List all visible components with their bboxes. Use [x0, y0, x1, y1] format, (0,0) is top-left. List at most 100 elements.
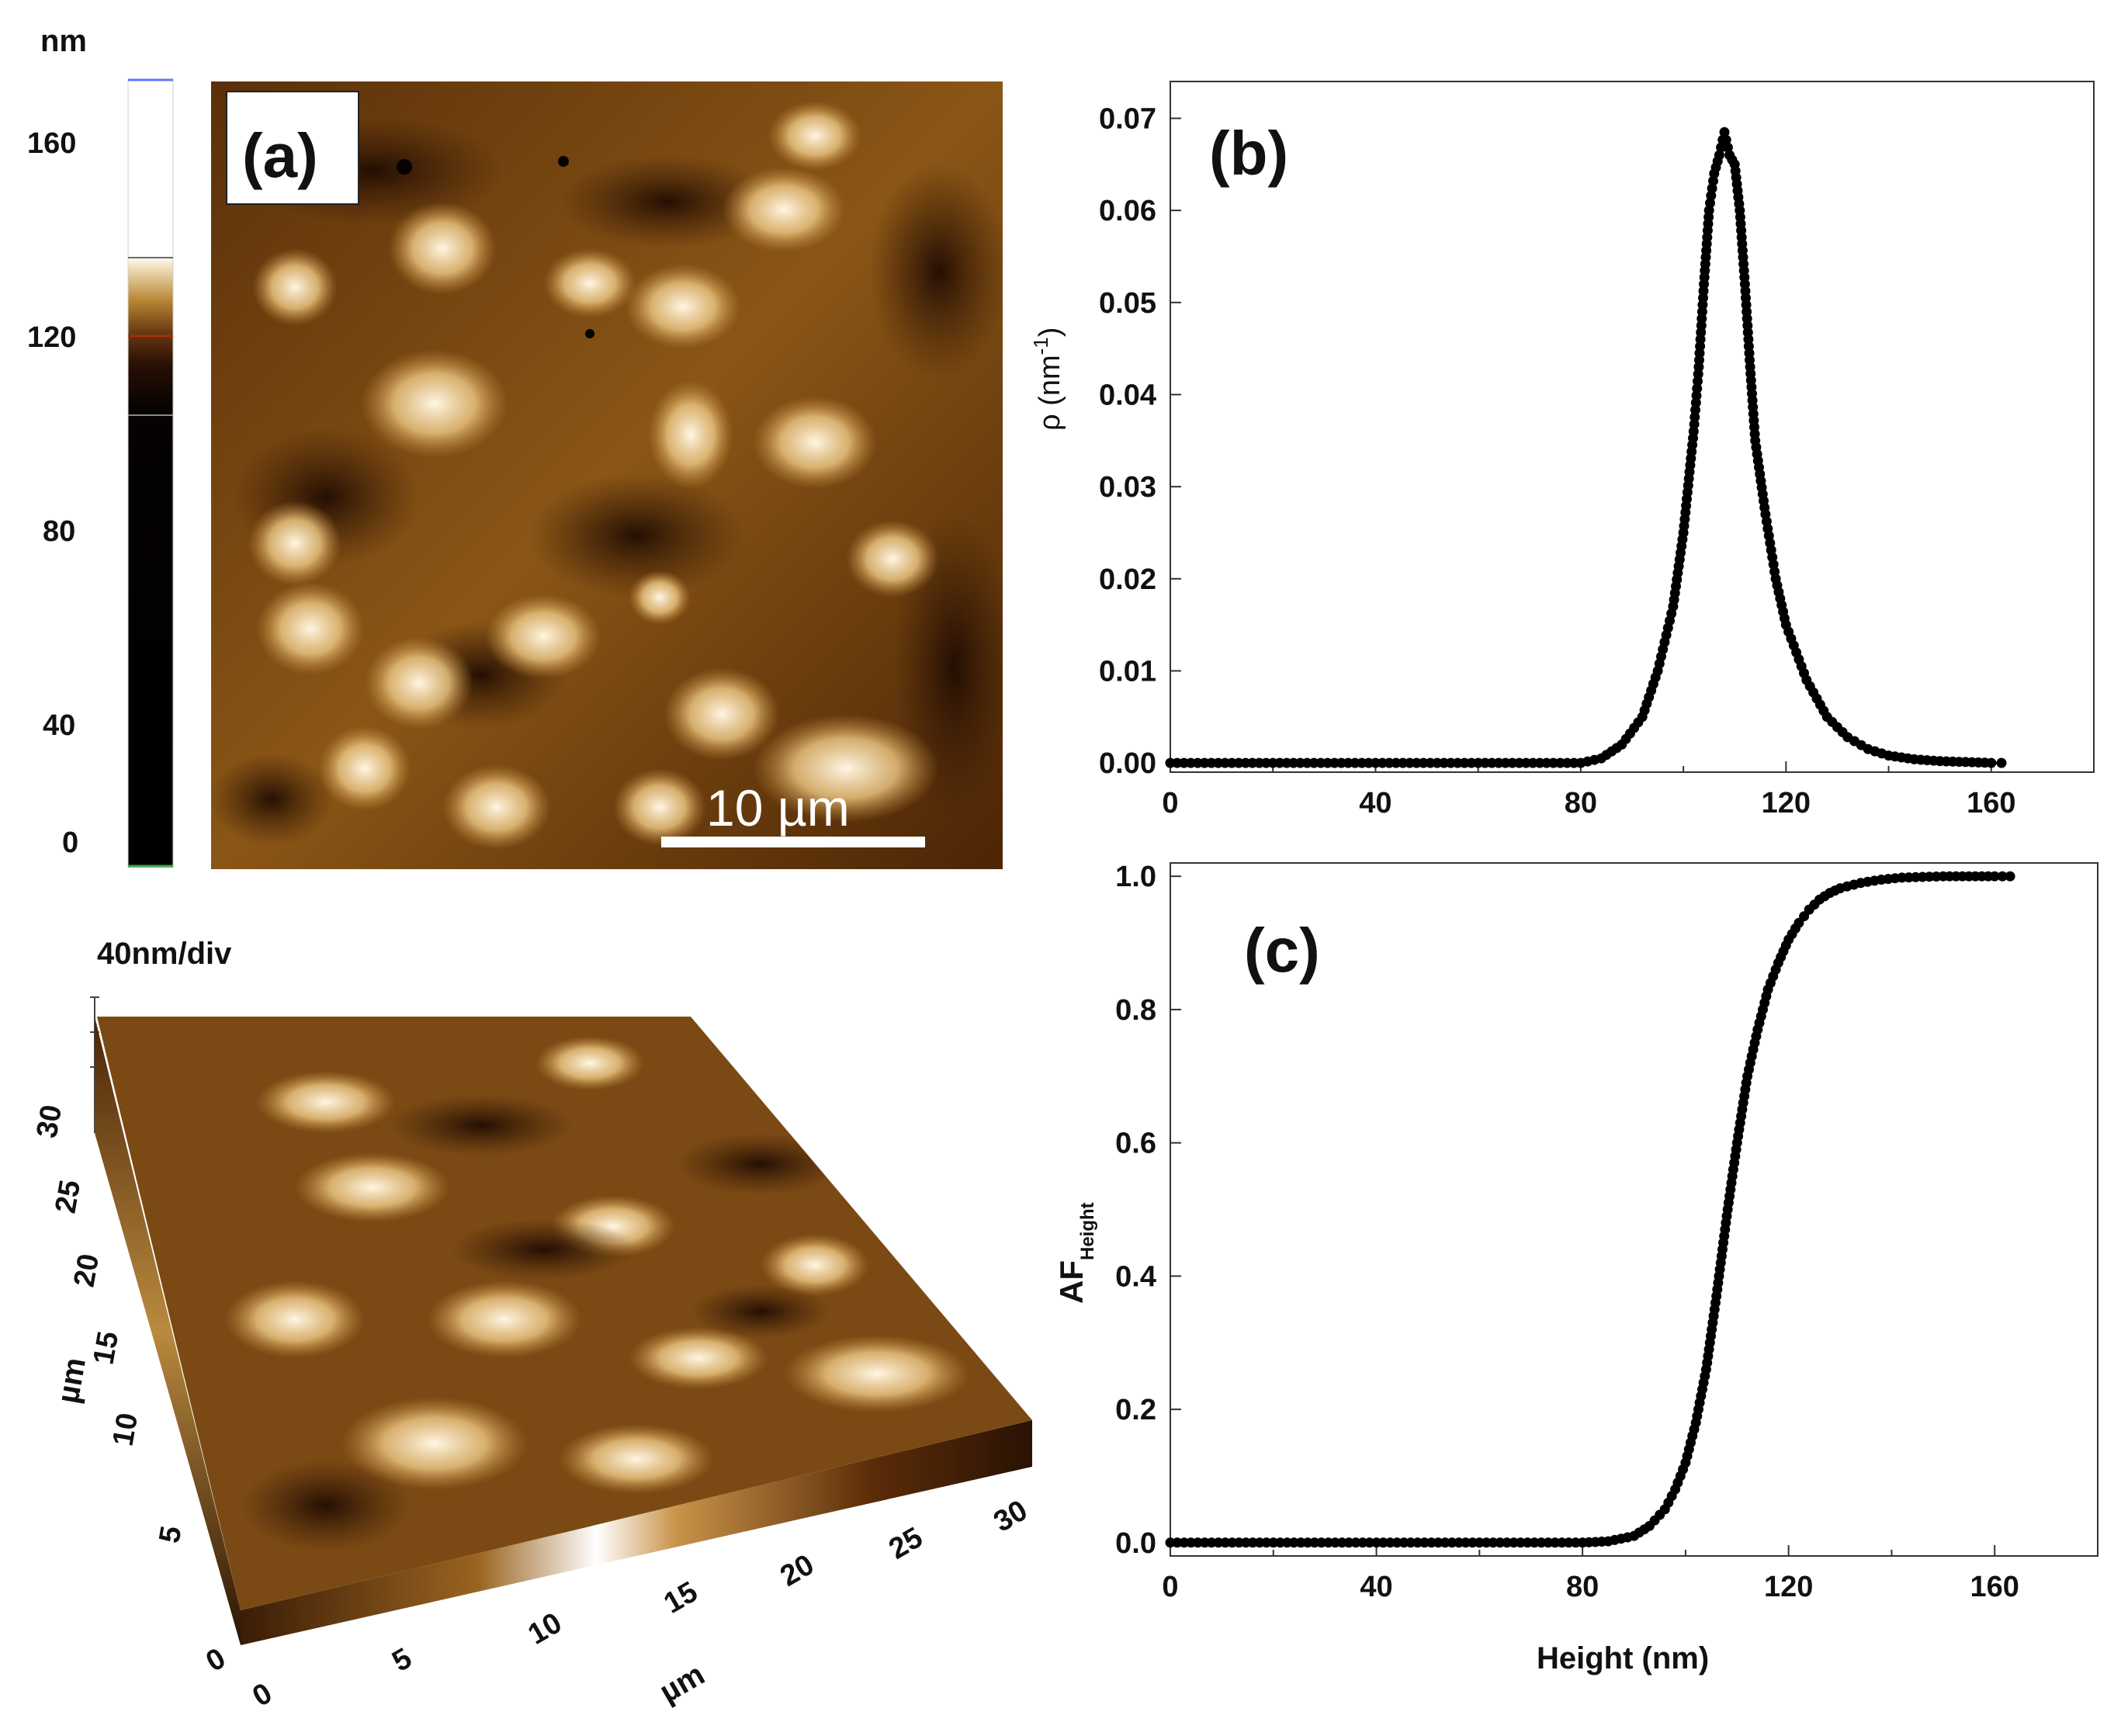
- colorbar-gradient: [127, 79, 174, 868]
- 3d-y-tick: 5: [154, 1523, 189, 1545]
- data-point: [1474, 1537, 1485, 1548]
- data-point: [1722, 142, 1733, 153]
- y-tick-label: 0.2: [1115, 1394, 1156, 1426]
- scale-bar-label: 10 µm: [706, 779, 850, 837]
- 3d-y-tick: 10: [107, 1411, 145, 1449]
- chart-b-panel-label: (b): [1209, 119, 1288, 188]
- x-tick-label: 160: [1970, 1571, 2019, 1603]
- data-point: [1247, 1537, 1258, 1548]
- x-tick-label: 120: [1764, 1571, 1813, 1603]
- y-tick-label: 0.06: [1099, 195, 1156, 227]
- chart-c-y-axis-label: AFHeight: [1053, 1202, 1098, 1304]
- data-point: [1233, 757, 1244, 768]
- x-tick-label: 40: [1359, 787, 1391, 819]
- data-point: [1329, 1537, 1340, 1548]
- x-tick-label: 160: [1967, 787, 2015, 819]
- data-point: [1996, 757, 2007, 768]
- 3d-x-axis-label: µm: [654, 1657, 711, 1709]
- 3d-x-tick: 15: [659, 1575, 704, 1620]
- y-tick-label: 0.02: [1099, 563, 1156, 596]
- x-tick-label: 120: [1762, 787, 1811, 819]
- data-point: [1488, 1537, 1499, 1548]
- data-point: [1302, 1537, 1313, 1548]
- 3d-x-tick: 30: [989, 1494, 1034, 1539]
- data-point: [1986, 757, 1997, 768]
- 3d-left-face: [95, 1017, 241, 1645]
- data-point: [1185, 757, 1196, 768]
- data-point: [1274, 757, 1285, 768]
- x-tick-label: 0: [1162, 1571, 1178, 1603]
- 3d-surface-texture: [225, 1036, 970, 1552]
- y-tick-label: 0.00: [1099, 747, 1156, 780]
- data-point: [1705, 198, 1715, 209]
- data-point: [1703, 205, 1714, 216]
- colorbar-tick: 80: [43, 515, 75, 548]
- chart-b: (b) ρ (nm-1) 0 40 80 120 160 0.00 0.01 0.02 0.03…: [1029, 81, 2095, 819]
- colorbar-unit: nm: [40, 24, 87, 58]
- colorbar-tick: 120: [27, 321, 76, 354]
- data-point: [1378, 1537, 1388, 1548]
- chart-b-frame: [1170, 81, 2095, 773]
- data-point: [1364, 1537, 1375, 1548]
- data-point: [1989, 871, 2000, 882]
- 3d-y-axis-label: µm: [51, 1355, 93, 1405]
- data-point: [1719, 126, 1730, 137]
- y-tick-label: 0.04: [1099, 379, 1156, 411]
- colorbar: nm 160 120 80 40 0: [27, 24, 174, 868]
- data-point: [1692, 383, 1703, 394]
- data-point: [1350, 1537, 1361, 1548]
- data-point: [1391, 1537, 1402, 1548]
- data-point: [1288, 1537, 1299, 1548]
- data-point: [1714, 150, 1724, 161]
- y-tick-label: 0.03: [1099, 471, 1156, 504]
- data-point: [1316, 1537, 1327, 1548]
- x-tick-label: 80: [1566, 1571, 1599, 1603]
- data-point: [1405, 1537, 1416, 1548]
- data-point: [1419, 1537, 1430, 1548]
- y-tick-label: 1.0: [1115, 861, 1156, 893]
- data-point: [1708, 175, 1718, 186]
- 3d-front-face: [241, 1420, 1032, 1645]
- data-point: [1550, 1537, 1561, 1548]
- 3d-x-tick: 0: [248, 1677, 278, 1713]
- 3d-y-tick: 20: [68, 1252, 106, 1290]
- y-tick-label: 0.8: [1115, 994, 1156, 1027]
- data-point: [1418, 757, 1429, 768]
- scale-bar: [661, 837, 925, 847]
- data-point: [1690, 412, 1700, 422]
- colorbar-tick: 40: [43, 709, 75, 742]
- x-tick-label: 0: [1162, 787, 1178, 819]
- data-point: [1721, 134, 1731, 145]
- chart-c-frame: [1170, 862, 2098, 1557]
- chart-c-panel-label: (c): [1244, 916, 1320, 985]
- data-point: [1165, 1537, 1176, 1548]
- data-point: [1536, 1537, 1547, 1548]
- data-point: [1370, 757, 1381, 768]
- chart-c: (c) AFHeight Height (nm) 0 40 80 120 160 0.0 0…: [1053, 861, 2098, 1675]
- 3d-origin-label: 0: [201, 1642, 231, 1679]
- data-point: [1192, 1537, 1203, 1548]
- data-point: [1563, 1537, 1574, 1548]
- data-point: [1261, 1537, 1272, 1548]
- data-point: [1322, 757, 1333, 768]
- chart-c-x-axis-label: Height (nm): [1537, 1641, 1709, 1675]
- 3d-y-tick: 30: [31, 1103, 69, 1141]
- data-point: [1515, 1537, 1526, 1548]
- data-point: [2005, 871, 2015, 882]
- 3d-y-tick: 25: [50, 1178, 88, 1216]
- data-point: [1502, 1537, 1513, 1548]
- data-point: [1206, 1537, 1217, 1548]
- data-point: [1507, 757, 1518, 768]
- 3d-x-tick: 25: [884, 1521, 929, 1566]
- y-tick-label: 0.01: [1099, 655, 1156, 688]
- data-point: [1275, 1537, 1286, 1548]
- data-point: [1220, 1537, 1231, 1548]
- y-tick-label: 0.0: [1115, 1527, 1156, 1560]
- data-point: [1461, 1537, 1471, 1548]
- panel-a-label: (a): [242, 121, 318, 190]
- afm-texture: [211, 101, 1003, 850]
- x-tick-label: 40: [1360, 1571, 1392, 1603]
- z-scale-label: 40nm/div: [97, 937, 232, 971]
- chart-b-y-axis-label: ρ (nm-1): [1029, 327, 1066, 431]
